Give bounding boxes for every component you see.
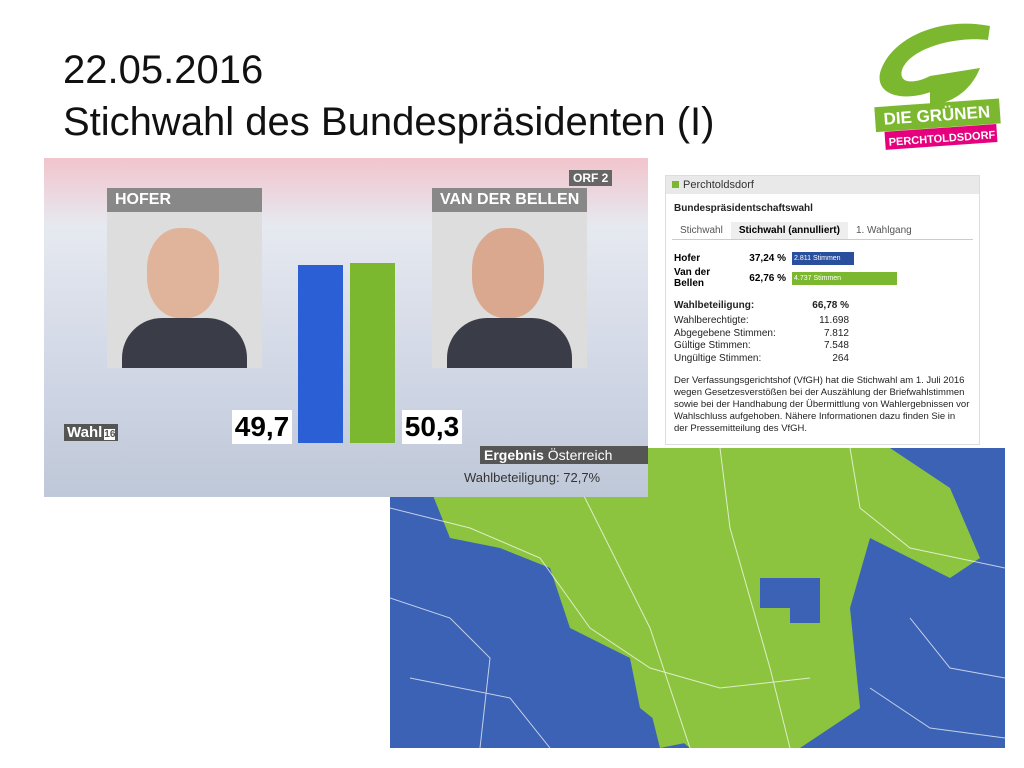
title-line: 22.05.2016 xyxy=(63,48,264,92)
percent: 37,24 % xyxy=(749,252,786,264)
result-label: Ergebnis xyxy=(484,447,544,463)
stat-row: Wahlberechtigte: 11.698 xyxy=(674,315,849,328)
widget-header: Perchtoldsdorf xyxy=(666,176,979,194)
place: Perchtoldsdorf xyxy=(683,179,754,191)
stat-value: 264 xyxy=(832,352,849,364)
stat-row: Gültige Stimmen: 7.548 xyxy=(674,340,849,353)
show-logo: Wahl 16 xyxy=(64,424,119,441)
candidate: Van der Bellen xyxy=(674,267,711,289)
candidate-name: HOFER xyxy=(107,188,262,212)
bar xyxy=(350,262,395,443)
bar: 2.811 Stimmen xyxy=(792,251,855,265)
stat-label: Ungültige Stimmen: xyxy=(674,352,762,364)
map xyxy=(390,448,1005,748)
tab[interactable]: Stichwahl (annulliert) xyxy=(730,222,848,239)
votes: 2.811 Stimmen xyxy=(794,254,841,262)
widget-title: Bundespräsidentschaftswahl xyxy=(674,203,813,214)
channel-logo: ORF 2 xyxy=(569,170,613,186)
turnout: Wahlbeteiligung: 72,7% xyxy=(464,470,601,485)
tv-graphic: ORF 2 HOFER VAN DER BELLEN 49,7 50,3 Wah… xyxy=(44,158,648,497)
result-region: Österreich xyxy=(547,447,613,463)
title-line: Stichwahl des Bundespräsidenten (I) xyxy=(63,100,715,144)
logo: DIE GRÜNEN PERCHTOLDSDORF xyxy=(874,23,1001,150)
results-widget: Perchtoldsdorf Bundespräsidentschaftswah… xyxy=(665,175,980,445)
show-year: 16 xyxy=(104,429,116,440)
result-row: Hofer 37,24 % 2.811 Stimmen xyxy=(674,248,971,268)
stat-value: 7.548 xyxy=(823,340,849,351)
stat-row: Abgegebene Stimmen: 7.812 xyxy=(674,328,849,341)
show-name: Wahl xyxy=(67,424,103,441)
photo: VAN DER BELLEN xyxy=(432,188,587,368)
value-label: 49,7 xyxy=(232,410,292,444)
candidate-name: VAN DER BELLEN xyxy=(432,188,587,212)
stat-label: Abgegebene Stimmen: xyxy=(674,327,776,339)
tabs: Stichwahl Stichwahl (annulliert) 1. Wahl… xyxy=(672,222,973,240)
bar: 4.737 Stimmen xyxy=(792,271,897,285)
stat-row: Ungültige Stimmen: 264 xyxy=(674,353,849,366)
photo: HOFER xyxy=(107,188,262,368)
value-label: 50,3 xyxy=(402,410,462,444)
stat-value: 7.812 xyxy=(823,327,849,339)
votes: 4.737 Stimmen xyxy=(794,274,842,282)
tab[interactable]: 1. Wahlgang xyxy=(855,225,912,236)
turnout-row: Wahlbeteiligung: 66,78 % xyxy=(674,300,849,311)
stat-label: Wahlberechtigte: xyxy=(674,315,749,326)
result-box: Ergebnis Österreich xyxy=(480,446,648,464)
tab[interactable]: Stichwahl xyxy=(680,225,723,236)
stat-label: Gültige Stimmen: xyxy=(674,340,751,351)
note: Der Verfassungsgerichtshof (VfGH) hat di… xyxy=(674,375,970,434)
candidate: Hofer xyxy=(674,252,701,264)
turnout-value: 66,78 % xyxy=(812,300,849,311)
title: 22.05.2016 Stichwahl des Bundespräsidente… xyxy=(63,44,714,148)
percent: 62,76 % xyxy=(749,272,786,284)
turnout-label: Wahlbeteiligung: xyxy=(674,300,755,311)
result-row: Van der Bellen 62,76 % 4.737 Stimmen xyxy=(674,267,971,289)
stat-value: 11.698 xyxy=(819,315,849,326)
bar xyxy=(298,265,343,443)
